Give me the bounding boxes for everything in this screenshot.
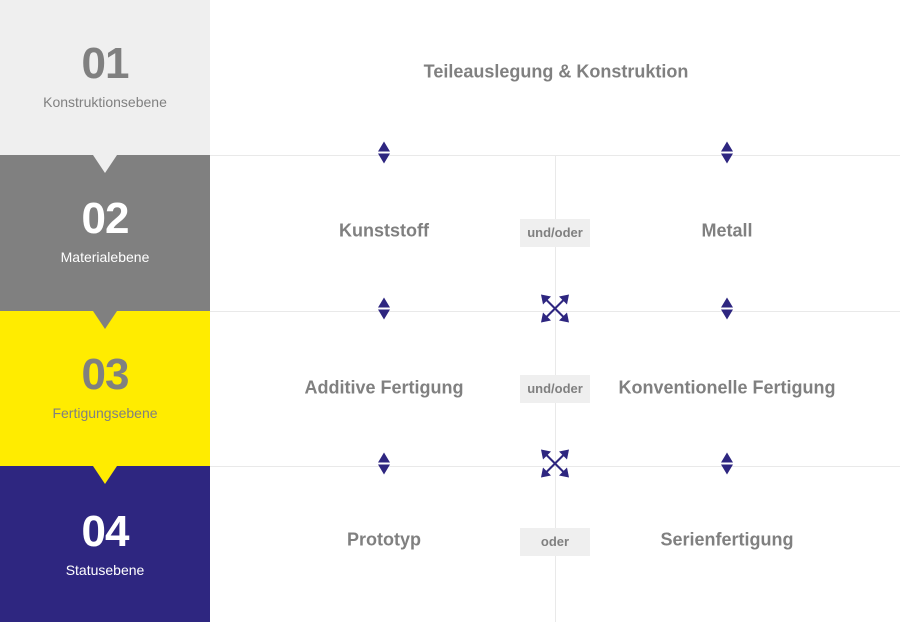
level-label: Statusebene (65, 562, 145, 578)
connector-badge: und/oder (520, 375, 590, 403)
construction-text: Teileauslegung & Konstruktion (423, 61, 689, 82)
up-down-arrow-icon (378, 141, 390, 169)
level-4: 04 Statusebene (0, 466, 210, 622)
status-right: Serienfertigung (660, 529, 794, 550)
pointer-2 (93, 311, 117, 329)
level-label: Fertigungsebene (52, 405, 158, 421)
pointer-3 (93, 466, 117, 484)
up-down-arrow-icon (721, 141, 733, 169)
manufacturing-left: Additive Fertigung (304, 377, 464, 398)
up-down-arrow-icon (378, 452, 390, 480)
level-1: 01 Konstruktionsebene (0, 0, 210, 155)
connector-badge: oder (520, 528, 590, 556)
cross-arrows-icon (541, 294, 569, 328)
level-number: 04 (81, 507, 130, 556)
level-number: 01 (81, 39, 130, 88)
cross-arrows-icon (541, 449, 569, 483)
level-3: 03 Fertigungsebene (0, 311, 210, 466)
level-label: Materialebene (60, 249, 150, 265)
level-2: 02 Materialebene (0, 155, 210, 311)
status-left: Prototyp (347, 529, 421, 550)
level-label: Konstruktionsebene (43, 94, 167, 110)
pointer-1 (93, 155, 117, 173)
level-number: 03 (81, 350, 130, 399)
material-right: Metall (701, 220, 753, 241)
level-number: 02 (81, 194, 130, 243)
up-down-arrow-icon (378, 297, 390, 325)
manufacturing-right: Konventionelle Fertigung (618, 377, 836, 398)
up-down-arrow-icon (721, 452, 733, 480)
connector-badge: und/oder (520, 219, 590, 247)
material-left: Kunststoff (339, 220, 429, 241)
up-down-arrow-icon (721, 297, 733, 325)
